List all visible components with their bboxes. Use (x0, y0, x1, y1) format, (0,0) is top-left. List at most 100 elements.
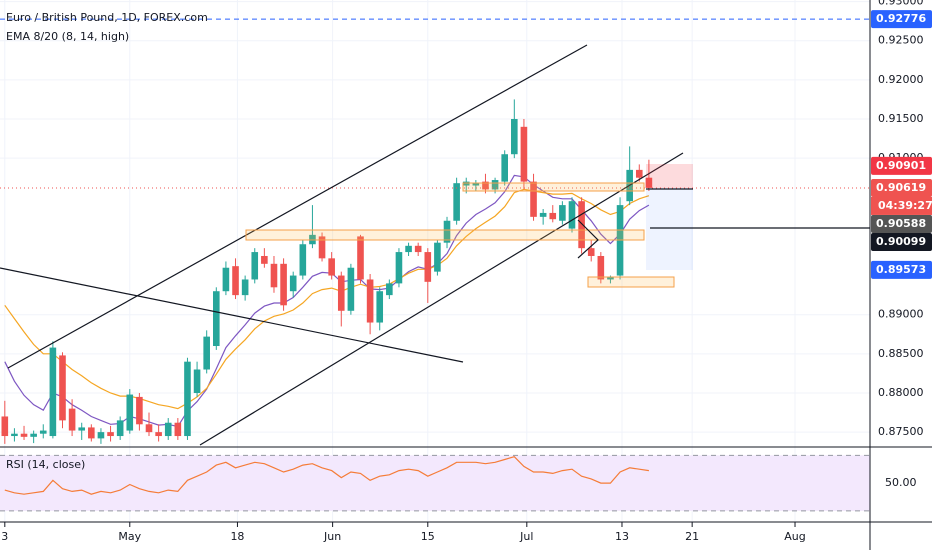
candle-body (414, 245, 422, 253)
candle-body (347, 267, 355, 311)
candle-body (559, 205, 566, 221)
candle-body (261, 255, 268, 264)
candle-body (11, 433, 18, 437)
candle-body (318, 236, 326, 259)
channel-lower (199, 152, 684, 446)
candle-body (491, 180, 499, 190)
candle-body (164, 422, 172, 437)
candle-body (443, 220, 451, 243)
trend-line (0, 267, 464, 363)
candle-body (155, 432, 162, 437)
rsi-legend: RSI (14, close) (6, 458, 85, 471)
candle-body (405, 245, 412, 253)
y-tick-label: 0.89000 (878, 308, 924, 321)
countdown: 04:39:27 (878, 199, 932, 212)
candle-body (395, 252, 403, 284)
countdown-box (871, 196, 932, 215)
target-zone (646, 188, 693, 270)
candle-body (462, 181, 470, 186)
candle-body (107, 432, 114, 437)
candle-body (376, 291, 384, 323)
candle-body (203, 336, 210, 370)
price-label-box (871, 260, 932, 279)
x-tick-label: Jul (519, 530, 533, 543)
candle-body (337, 275, 345, 311)
price-label: 0.90901 (876, 159, 926, 172)
y-tick-label: 0.87500 (878, 425, 924, 438)
ema-line (4, 174, 650, 428)
price-label: 0.90588 (876, 217, 926, 230)
zone (245, 229, 645, 241)
y-tick-label: 0.93000 (878, 0, 924, 8)
x-tick-label: 3 (1, 530, 8, 543)
y-tick-label: 50.00 (885, 476, 917, 489)
candle-body (232, 266, 239, 296)
candle-body (299, 244, 307, 276)
candle-body (97, 432, 105, 439)
candle-body (39, 430, 47, 434)
zone (587, 276, 675, 288)
time-axis-bg (0, 522, 932, 550)
y-tick-label: 0.88500 (878, 347, 924, 360)
stop-zone (646, 164, 693, 188)
price-label: 0.90099 (876, 235, 926, 248)
candle-body (49, 347, 57, 437)
y-tick-label: 0.92500 (878, 34, 924, 47)
candle-body (212, 291, 220, 347)
candle-body (193, 369, 201, 393)
x-tick-label: May (118, 530, 141, 543)
x-tick-label: 13 (615, 530, 629, 543)
price-label-box (871, 178, 932, 197)
candle-body (280, 263, 287, 306)
y-tick-label: 0.92000 (878, 73, 924, 86)
candle-body (251, 252, 259, 280)
x-tick-label: 15 (421, 530, 435, 543)
candle-body (386, 283, 393, 296)
candle-body (357, 236, 364, 280)
candle-body (222, 267, 230, 292)
candle-body (88, 427, 95, 439)
candle-body (20, 433, 28, 437)
candle-body (453, 183, 460, 221)
candle-body (549, 212, 557, 220)
rsi-band (0, 455, 870, 511)
label-layer: Euro / British Pound, 1D, FOREX.com EMA … (6, 10, 932, 471)
y-tick-label: 0.88000 (878, 386, 924, 399)
x-tick-label: 18 (230, 530, 244, 543)
candle-body (30, 433, 37, 437)
background-layer (0, 0, 870, 522)
candle-body (174, 422, 182, 437)
candle-body (539, 212, 547, 217)
candle-body (530, 181, 537, 217)
candle-body (1, 416, 9, 437)
candle-body (434, 242, 441, 272)
channel-upper (7, 44, 588, 369)
zone (462, 182, 645, 192)
candle-body (511, 118, 518, 155)
candle-body (424, 252, 432, 282)
candle-body (328, 258, 335, 276)
candle-body (289, 275, 297, 292)
candle-body (59, 355, 66, 421)
candle-body (607, 277, 614, 280)
candle-body (482, 181, 489, 190)
candle-body (587, 248, 595, 256)
candle-body (520, 126, 528, 182)
candle-body (145, 424, 153, 433)
candle-body (116, 420, 124, 437)
candle-body (78, 427, 86, 431)
price-label: 0.90619 (876, 181, 926, 194)
chart-title: Euro / British Pound, 1D, FOREX.com (6, 11, 208, 24)
candle-body (366, 279, 374, 323)
candle-body (241, 279, 249, 296)
candle-body (501, 154, 508, 182)
y-tick-label: 0.91500 (878, 112, 924, 125)
candle-body (184, 361, 191, 437)
price-label: 0.92776 (876, 12, 926, 25)
candle-body (126, 394, 134, 431)
price-label-box (871, 10, 932, 29)
candle-body (578, 201, 585, 249)
ema-line (4, 188, 650, 410)
